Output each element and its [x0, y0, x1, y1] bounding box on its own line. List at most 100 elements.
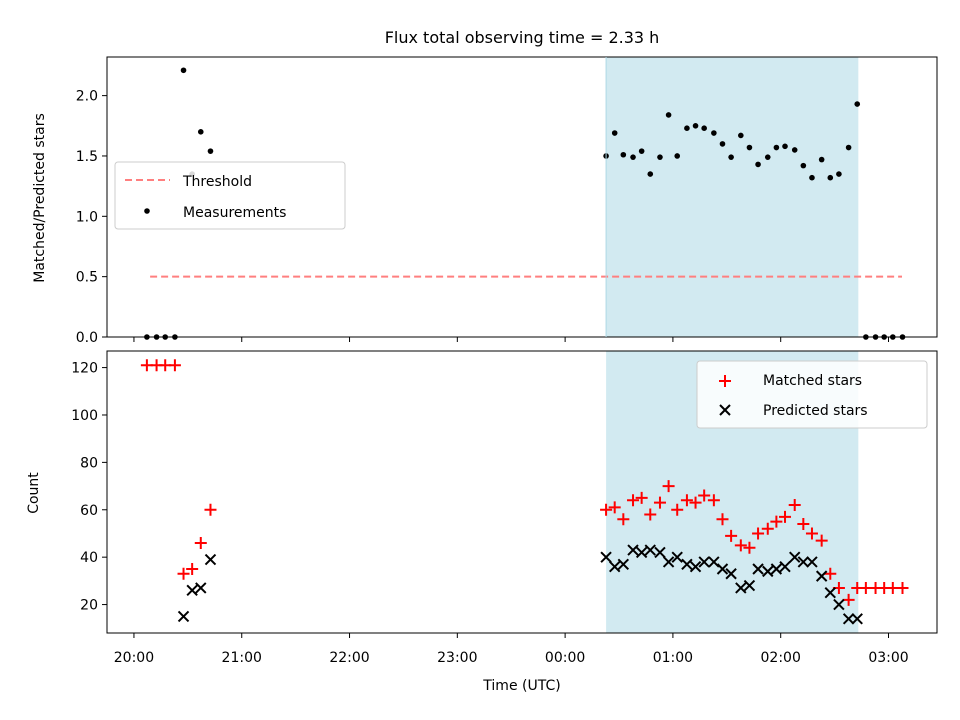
x-tick-label: 03:00: [868, 650, 908, 666]
predicted-star-marker: [671, 551, 683, 563]
y-tick-label: 100: [71, 408, 98, 424]
predicted-star-marker: [743, 579, 756, 592]
measurement-point: [207, 148, 214, 154]
y-tick-label: 0.0: [76, 330, 98, 346]
measurement-point: [674, 153, 681, 159]
matched-star-marker: [177, 567, 190, 580]
matched-star-marker: [680, 494, 693, 507]
y-tick-label: 20: [80, 598, 98, 614]
matched-star-marker: [896, 581, 909, 594]
y-tick-label: 0.5: [76, 270, 98, 286]
matched-star-marker: [805, 527, 818, 540]
matched-star-marker: [689, 496, 702, 509]
matched-star-marker: [617, 513, 630, 526]
y-axis-label-top: Matched/Predicted stars: [32, 113, 48, 283]
matched-star-marker: [752, 527, 765, 540]
predicted-star-marker: [608, 560, 621, 573]
x-tick-label: 21:00: [222, 650, 262, 666]
x-tick-label: 00:00: [545, 650, 585, 666]
predicted-star-marker: [797, 556, 810, 568]
predicted-star-marker: [716, 563, 729, 575]
legend-predicted-label: Predicted stars: [763, 403, 868, 419]
matched-star-marker: [779, 510, 792, 523]
legend-box-top: [114, 161, 346, 230]
x-axis-label: Time (UTC): [482, 678, 560, 694]
measurement-point: [611, 130, 618, 136]
matched-star-marker: [186, 563, 199, 576]
predicted-star-marker: [662, 556, 675, 568]
y-tick-label: 80: [80, 455, 98, 471]
matched-star-marker: [725, 529, 738, 542]
matched-star-marker: [204, 503, 217, 516]
matched-star-marker: [194, 536, 207, 549]
measurement-point: [684, 125, 690, 132]
y-tick-label: 40: [80, 550, 98, 566]
matched-stars-series: [140, 359, 909, 606]
predicted-star-marker: [186, 584, 198, 597]
measurement-point: [738, 132, 744, 139]
matched-star-marker: [662, 480, 675, 493]
predicted-star-marker: [681, 558, 693, 570]
matched-star-marker: [707, 494, 720, 507]
x-tick-label: 20:00: [114, 650, 154, 666]
predicted-star-marker: [600, 551, 612, 563]
matched-star-marker: [635, 491, 648, 504]
y-tick-label: 2.0: [76, 89, 98, 105]
y-tick-label: 60: [80, 503, 98, 519]
measurement-point: [692, 122, 699, 129]
measurement-point: [755, 161, 761, 168]
x-tick-label: 01:00: [653, 650, 693, 666]
x-tick-label: 22:00: [329, 650, 369, 666]
legend-predicted-swatch: [719, 404, 731, 416]
legend-box-bottom: [696, 360, 928, 429]
predicted-star-marker: [851, 613, 863, 625]
measurement-point: [791, 147, 798, 153]
matched-star-marker: [770, 515, 783, 528]
plot-frame-bottom: [106, 350, 938, 634]
legend-measurement-label: Measurements: [183, 205, 286, 221]
legend-threshold-label: Threshold: [182, 174, 252, 190]
predicted-star-marker: [815, 570, 828, 582]
y-tick-label: 1.0: [76, 209, 98, 225]
measurement-point: [845, 144, 852, 151]
predicted-star-marker: [635, 546, 648, 559]
matched-star-marker: [797, 517, 810, 530]
predicted-star-marker: [195, 582, 207, 594]
y-axis-label-bottom: Count: [26, 472, 42, 514]
measurement-point: [800, 162, 807, 169]
matched-star-marker: [788, 499, 801, 512]
x-axis-bottom: 20:00 21:00 22:00 23:00 00:00 01:00 02:00 03:00: [114, 633, 909, 666]
measurement-point: [719, 141, 726, 147]
measurement-point: [638, 148, 645, 154]
predicted-star-marker: [833, 598, 845, 611]
matched-star-marker: [815, 534, 828, 547]
predicted-star-marker: [842, 613, 855, 625]
legend-measurement-swatch: [144, 208, 150, 214]
predicted-star-marker: [177, 610, 190, 623]
y-axis-top: 0.0 0.5 1.0 1.5 2.0: [76, 89, 107, 346]
matched-star-marker: [743, 541, 756, 554]
predicted-star-marker: [824, 587, 836, 599]
matched-star-marker: [608, 501, 621, 514]
measurements-series: [144, 67, 906, 340]
x-axis-top-ticks: [133, 337, 889, 342]
legend-bottom: Matched stars Predicted stars: [696, 360, 928, 429]
measurement-point: [773, 144, 780, 151]
measurement-point: [620, 151, 627, 158]
measurement-point: [746, 144, 753, 151]
y-tick-label: 120: [71, 361, 98, 377]
matched-star-marker: [671, 503, 684, 516]
measurement-point: [711, 130, 717, 136]
matched-star-marker: [716, 513, 729, 526]
measurement-point: [665, 112, 672, 118]
predicted-star-marker: [770, 563, 783, 575]
predicted-star-marker: [752, 563, 764, 575]
matched-star-marker: [653, 496, 666, 509]
measurement-point: [647, 171, 654, 177]
matched-star-marker: [698, 489, 711, 502]
predicted-star-marker: [204, 553, 217, 566]
plot-frame-top: [106, 56, 938, 338]
observing-window-shade-top: [606, 57, 859, 337]
legend-top: Threshold Measurements: [114, 161, 346, 230]
predicted-star-marker: [779, 560, 791, 573]
